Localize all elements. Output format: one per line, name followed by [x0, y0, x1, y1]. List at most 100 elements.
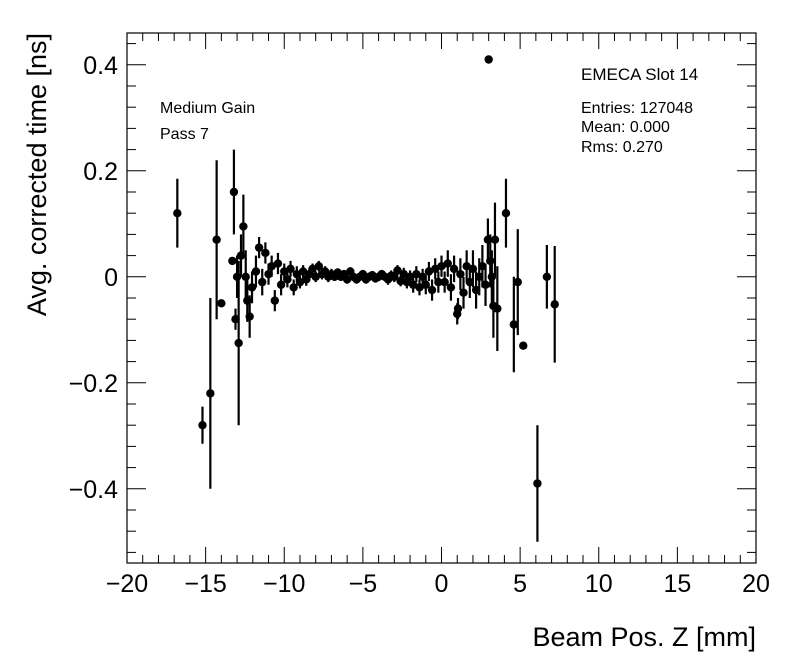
point-marker: [453, 304, 463, 313]
data-point: [513, 229, 522, 336]
y-tick-labels: −0.4 −0.2 0 0.2 0.4: [69, 52, 118, 504]
x-tick-label: 0: [435, 570, 449, 598]
x-tick-labels: −20 −15 −10 −5 0 5 10 15 20: [106, 570, 770, 598]
x-tick-label: −10: [263, 570, 305, 598]
data-point: [254, 237, 264, 259]
point-marker: [443, 259, 452, 268]
point-marker: [542, 272, 552, 281]
point-marker: [289, 283, 298, 292]
data-point: [311, 271, 320, 283]
point-marker: [276, 280, 286, 289]
data-point: [206, 298, 215, 489]
data-point: [229, 149, 239, 235]
data-point: [198, 406, 207, 444]
mean-label: Mean: 0.000: [581, 119, 670, 136]
point-marker: [270, 296, 280, 305]
data-point: [415, 279, 424, 296]
data-point: [276, 274, 286, 296]
axis-ticks: [126, 33, 757, 563]
data-point: [490, 202, 500, 277]
pass-label: Pass 7: [160, 126, 209, 143]
point-marker: [421, 280, 430, 289]
data-markers: [173, 55, 559, 542]
point-marker: [206, 389, 215, 398]
point-marker: [490, 235, 500, 244]
y-tick-label: −0.4: [69, 476, 118, 504]
data-point: [484, 55, 493, 64]
x-tick-label: −15: [184, 570, 226, 598]
y-axis-title: Avg. corrected time [ns]: [22, 33, 52, 316]
point-marker: [258, 277, 267, 287]
data-point: [501, 178, 511, 248]
point-marker: [501, 209, 511, 218]
point-marker: [217, 299, 226, 308]
data-point: [453, 298, 463, 320]
data-point: [550, 246, 559, 363]
point-marker: [245, 312, 254, 321]
point-marker: [247, 283, 257, 292]
point-marker: [519, 341, 528, 350]
point-marker: [459, 288, 468, 297]
point-marker: [241, 272, 250, 281]
point-marker: [251, 267, 261, 276]
data-point: [247, 271, 257, 304]
data-point: [289, 279, 298, 296]
point-marker: [509, 320, 519, 329]
x-axis-title: Beam Pos. Z [mm]: [532, 622, 756, 652]
data-point: [295, 275, 305, 289]
point-marker: [283, 275, 292, 284]
y-tick-label: 0: [104, 264, 118, 292]
data-point: [431, 258, 440, 280]
point-marker: [234, 338, 243, 348]
x-tick-label: 10: [585, 570, 613, 598]
x-tick-label: −5: [349, 570, 378, 598]
point-marker: [314, 262, 324, 271]
point-marker: [239, 222, 248, 231]
x-tick-label: 5: [513, 570, 527, 598]
point-marker: [393, 266, 402, 275]
data-point: [408, 276, 418, 293]
data-point: [456, 258, 465, 291]
point-marker: [286, 264, 295, 274]
point-marker: [229, 187, 239, 197]
point-marker: [427, 285, 437, 295]
data-point: [286, 260, 295, 277]
data-point: [434, 271, 443, 293]
data-point: [314, 260, 324, 272]
point-marker: [415, 283, 424, 292]
x-tick-label: 15: [663, 570, 691, 598]
entries-label: Entries: 127048: [581, 100, 693, 117]
point-marker: [468, 264, 478, 274]
point-marker: [493, 304, 502, 313]
point-marker: [267, 262, 276, 271]
y-tick-label: −0.2: [69, 370, 118, 398]
data-point: [270, 290, 280, 312]
point-marker: [295, 277, 305, 287]
point-marker: [261, 248, 270, 258]
point-marker: [550, 300, 559, 309]
data-point: [342, 275, 352, 284]
point-marker: [342, 275, 352, 284]
point-marker: [228, 256, 237, 266]
point-marker: [424, 267, 434, 276]
point-marker: [212, 235, 221, 244]
point-marker: [412, 269, 421, 279]
point-marker: [437, 262, 446, 271]
data-point: [459, 276, 468, 309]
data-point: [283, 271, 292, 288]
data-point: [273, 252, 283, 275]
point-marker: [446, 283, 456, 292]
point-marker: [408, 280, 418, 289]
point-marker: [481, 280, 490, 289]
x-tick-label: −20: [106, 570, 148, 598]
data-point: [217, 299, 226, 308]
rms-label: Rms: 0.270: [581, 139, 663, 156]
point-marker: [311, 272, 320, 281]
data-point: [509, 276, 519, 373]
data-point: [427, 279, 437, 301]
data-point: [239, 194, 248, 259]
point-marker: [533, 479, 542, 488]
data-point: [449, 255, 459, 283]
data-point: [212, 160, 221, 320]
